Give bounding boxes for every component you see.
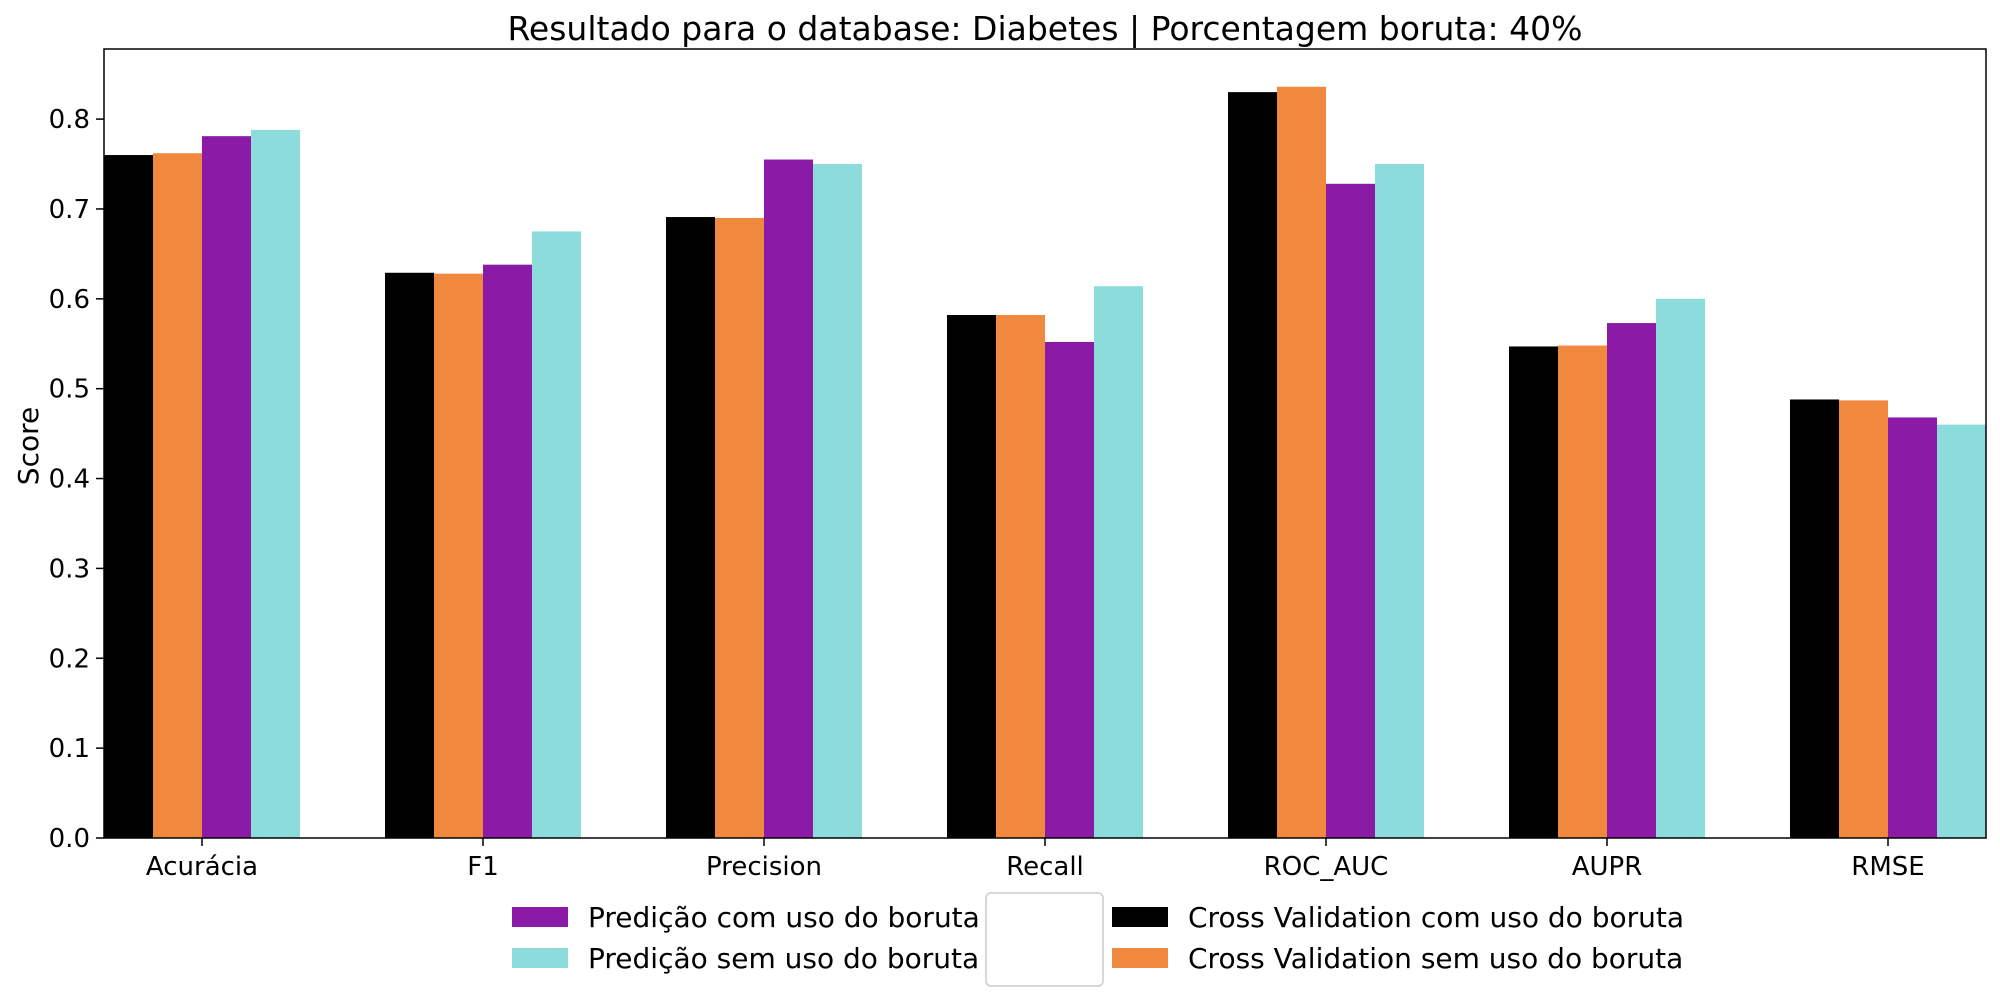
bar-recall-cross-validation-com-uso-do-boruta [947, 314, 996, 838]
x-tick-label-rmse: RMSE [1851, 852, 1924, 882]
bar-recall-predicao-sem-uso-do-boruta [1094, 286, 1143, 839]
y-tick-label: 0.1 [49, 734, 90, 764]
legend-swatch-cross-validation-sem-uso-do-boruta [1112, 948, 1168, 968]
bar-aupr-cross-validation-com-uso-do-boruta [1509, 346, 1558, 838]
bar-f1-predicao-sem-uso-do-boruta [532, 231, 581, 838]
bar-recall-cross-validation-sem-uso-do-boruta [996, 314, 1045, 838]
legend-swatch-predicao-sem-uso-do-boruta [512, 948, 568, 968]
x-tick-label-f1: F1 [467, 852, 499, 882]
y-tick-label: 0.5 [49, 375, 90, 405]
bar-roc-auc-predicao-sem-uso-do-boruta [1375, 164, 1424, 839]
bar-aupr-cross-validation-sem-uso-do-boruta [1558, 345, 1607, 838]
bar-roc-auc-cross-validation-sem-uso-do-boruta [1277, 86, 1326, 838]
legend-frame [985, 892, 1104, 987]
legend-label-predicao-sem-uso-do-boruta: Predição sem uso do boruta [588, 942, 979, 975]
y-tick-label: 0.6 [49, 285, 90, 315]
bar-precision-cross-validation-sem-uso-do-boruta [715, 217, 764, 838]
bar-precision-predicao-com-uso-do-boruta [764, 159, 813, 839]
bar-acuracia-cross-validation-sem-uso-do-boruta [153, 153, 202, 838]
y-axis: 0.0 0.1 0.2 0.3 0.4 0.5 0.6 0.7 0.8 [49, 105, 104, 854]
y-tick-label: 0.2 [49, 644, 90, 674]
bar-rmse-cross-validation-com-uso-do-boruta [1790, 399, 1839, 838]
bar-f1-predicao-com-uso-do-boruta [483, 264, 532, 838]
x-tick-label-aupr: AUPR [1572, 852, 1643, 882]
legend-label-cross-validation-com-uso-do-boruta: Cross Validation com uso do boruta [1188, 901, 1684, 934]
x-tick-label-acuracia: Acurácia [146, 852, 258, 882]
legend: Predição com uso do boruta Predição sem u… [512, 892, 1684, 987]
y-tick-label: 0.8 [49, 105, 90, 135]
legend-swatch-predicao-com-uso-do-boruta [512, 907, 568, 927]
legend-swatch-cross-validation-com-uso-do-boruta [1112, 907, 1168, 927]
bar-rmse-predicao-sem-uso-do-boruta [1937, 424, 1986, 838]
bar-f1-cross-validation-sem-uso-do-boruta [434, 273, 483, 838]
x-axis: Acurácia F1 Precision Recall ROC_AUC AUPR RMSE [146, 838, 1925, 882]
chart-title: Resultado para o database: Diabetes | Po… [507, 9, 1582, 48]
bar-rmse-predicao-com-uso-do-boruta [1888, 417, 1937, 838]
bar-acuracia-cross-validation-com-uso-do-boruta [104, 155, 153, 839]
x-tick-label-precision: Precision [706, 852, 822, 882]
bar-aupr-predicao-com-uso-do-boruta [1607, 323, 1656, 838]
bar-f1-cross-validation-com-uso-do-boruta [385, 272, 434, 839]
legend-label-cross-validation-sem-uso-do-boruta: Cross Validation sem uso do boruta [1188, 942, 1683, 975]
y-tick-label: 0.7 [49, 195, 90, 225]
bar-aupr-predicao-sem-uso-do-boruta [1656, 298, 1705, 838]
legend-label-predicao-com-uso-do-boruta: Predição com uso do boruta [588, 901, 980, 934]
y-tick-label: 0.0 [49, 824, 90, 854]
bar-rmse-cross-validation-sem-uso-do-boruta [1839, 400, 1888, 838]
bar-acuracia-predicao-sem-uso-do-boruta [251, 129, 300, 838]
bar-roc-auc-cross-validation-com-uso-do-boruta [1228, 92, 1277, 838]
y-tick-label: 0.3 [49, 554, 90, 584]
x-tick-label-recall: Recall [1006, 852, 1084, 882]
bar-precision-cross-validation-com-uso-do-boruta [666, 217, 715, 838]
bars-layer [104, 86, 1986, 839]
y-tick-label: 0.4 [49, 465, 90, 495]
bar-precision-predicao-sem-uso-do-boruta [813, 164, 862, 839]
bar-roc-auc-predicao-com-uso-do-boruta [1326, 183, 1375, 838]
bar-recall-predicao-com-uso-do-boruta [1045, 341, 1094, 838]
x-tick-label-roc-auc: ROC_AUC [1264, 852, 1389, 882]
y-axis-label: Score [12, 407, 45, 485]
bar-acuracia-predicao-com-uso-do-boruta [202, 136, 251, 838]
plot-frame [103, 48, 1987, 839]
